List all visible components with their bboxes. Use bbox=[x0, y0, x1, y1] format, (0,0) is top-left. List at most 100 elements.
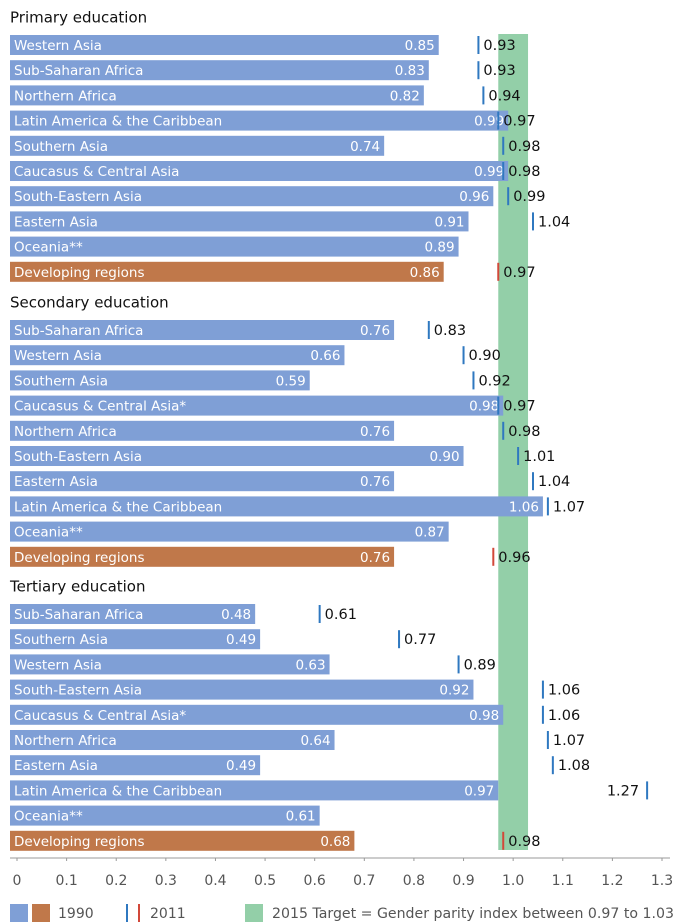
bar bbox=[10, 830, 355, 851]
marker-value-label: 0.90 bbox=[469, 348, 501, 364]
marker-value-label: 0.97 bbox=[503, 265, 535, 281]
category-label: Southern Asia bbox=[14, 632, 108, 648]
x-tick-label: 1.1 bbox=[552, 873, 574, 889]
category-label: Latin America & the Caribbean bbox=[14, 783, 222, 799]
panel-title: Primary education bbox=[10, 9, 147, 27]
marker-value-label: 0.97 bbox=[503, 114, 535, 130]
marker-value-label: 0.94 bbox=[488, 88, 520, 104]
bar bbox=[10, 261, 444, 282]
bar bbox=[10, 370, 310, 391]
bar-value-label: 0.61 bbox=[286, 809, 316, 825]
bar bbox=[10, 654, 330, 675]
x-tick-label: 0.7 bbox=[353, 873, 375, 889]
category-label: Oceania** bbox=[14, 809, 83, 825]
legend-swatch bbox=[126, 904, 128, 922]
x-tick-label: 1.3 bbox=[651, 873, 673, 889]
marker-value-label: 0.92 bbox=[478, 373, 510, 389]
marker-2011 bbox=[497, 262, 500, 281]
marker-value-label: 1.04 bbox=[538, 214, 570, 230]
bar bbox=[10, 211, 469, 232]
x-tick-label: 0 bbox=[13, 873, 22, 889]
category-label: South-Eastern Asia bbox=[14, 189, 142, 205]
marker-2011 bbox=[502, 136, 505, 155]
category-label: Eastern Asia bbox=[14, 474, 98, 490]
bar bbox=[10, 604, 256, 624]
x-tick-label: 1.0 bbox=[502, 873, 524, 889]
x-tick-label: 0.2 bbox=[105, 873, 127, 889]
marker-value-label: 0.99 bbox=[513, 189, 545, 205]
marker-2011 bbox=[398, 630, 401, 649]
category-label: Northern Africa bbox=[14, 88, 117, 104]
category-label: Sub-Saharan Africa bbox=[14, 607, 143, 623]
marker-2011 bbox=[551, 756, 554, 775]
target-band bbox=[498, 34, 529, 850]
category-label: South-Eastern Asia bbox=[14, 683, 142, 699]
marker-2011 bbox=[427, 321, 430, 339]
marker-2011 bbox=[457, 655, 460, 674]
bar bbox=[10, 345, 345, 366]
bar bbox=[10, 135, 385, 156]
legend-label: 2011 bbox=[150, 906, 186, 922]
bar-value-label: 0.89 bbox=[425, 240, 455, 256]
bar-value-label: 0.49 bbox=[226, 632, 256, 648]
bar bbox=[10, 395, 504, 416]
bar bbox=[10, 805, 320, 826]
bar-value-label: 0.76 bbox=[360, 424, 390, 440]
bar-value-label: 1.06 bbox=[509, 499, 539, 515]
marker-2011 bbox=[546, 497, 549, 516]
category-label: Western Asia bbox=[14, 38, 102, 54]
category-label: Latin America & the Caribbean bbox=[14, 114, 222, 130]
marker-value-label: 0.98 bbox=[508, 834, 540, 850]
bar bbox=[10, 755, 261, 776]
bar-value-label: 0.76 bbox=[360, 474, 390, 490]
marker-value-label: 0.93 bbox=[483, 63, 515, 79]
bar-value-label: 0.82 bbox=[390, 88, 420, 104]
bar-value-label: 0.87 bbox=[415, 525, 445, 541]
marker-value-label: 1.27 bbox=[607, 783, 639, 799]
bar-value-label: 0.66 bbox=[310, 348, 340, 364]
category-label: Developing regions bbox=[14, 834, 144, 850]
bar-value-label: 0.83 bbox=[395, 63, 425, 79]
marker-2011 bbox=[477, 61, 480, 80]
x-tick-label: 0.6 bbox=[304, 873, 326, 889]
bar-value-label: 0.98 bbox=[469, 399, 499, 415]
marker-2011 bbox=[492, 547, 495, 566]
bar-value-label: 0.85 bbox=[405, 38, 435, 54]
marker-value-label: 1.07 bbox=[553, 733, 585, 749]
bar-value-label: 0.90 bbox=[429, 449, 459, 465]
marker-2011 bbox=[497, 396, 500, 415]
category-label: Latin America & the Caribbean bbox=[14, 499, 222, 515]
bar bbox=[10, 236, 459, 257]
category-label: Western Asia bbox=[14, 348, 102, 364]
panel-title: Tertiary education bbox=[9, 578, 146, 596]
category-label: Southern Asia bbox=[14, 373, 108, 389]
marker-value-label: 0.83 bbox=[434, 323, 466, 339]
marker-value-label: 1.01 bbox=[523, 449, 555, 465]
x-tick-label: 0.9 bbox=[452, 873, 474, 889]
marker-value-label: 0.61 bbox=[325, 607, 357, 623]
category-label: Northern Africa bbox=[14, 733, 117, 749]
marker-value-label: 1.04 bbox=[538, 474, 570, 490]
marker-2011 bbox=[517, 447, 520, 465]
bar bbox=[10, 679, 474, 700]
panel-title: Secondary education bbox=[10, 294, 169, 312]
legend-swatch bbox=[138, 904, 140, 922]
category-label: Caucasus & Central Asia* bbox=[14, 708, 186, 724]
marker-2011 bbox=[502, 421, 505, 440]
bar-value-label: 0.99 bbox=[474, 114, 504, 130]
x-tick-label: 0.8 bbox=[403, 873, 425, 889]
bar bbox=[10, 629, 261, 650]
bar-value-label: 0.97 bbox=[464, 783, 494, 799]
category-label: Southern Asia bbox=[14, 139, 108, 155]
bar-value-label: 0.98 bbox=[469, 708, 499, 724]
bar bbox=[10, 546, 395, 567]
bar bbox=[10, 780, 499, 801]
marker-value-label: 0.89 bbox=[464, 657, 496, 673]
category-label: Caucasus & Central Asia* bbox=[14, 399, 186, 415]
category-label: Sub-Saharan Africa bbox=[14, 323, 143, 339]
category-label: Oceania** bbox=[14, 525, 83, 541]
marker-2011 bbox=[646, 781, 649, 800]
bar bbox=[10, 161, 509, 181]
bar bbox=[10, 496, 543, 517]
